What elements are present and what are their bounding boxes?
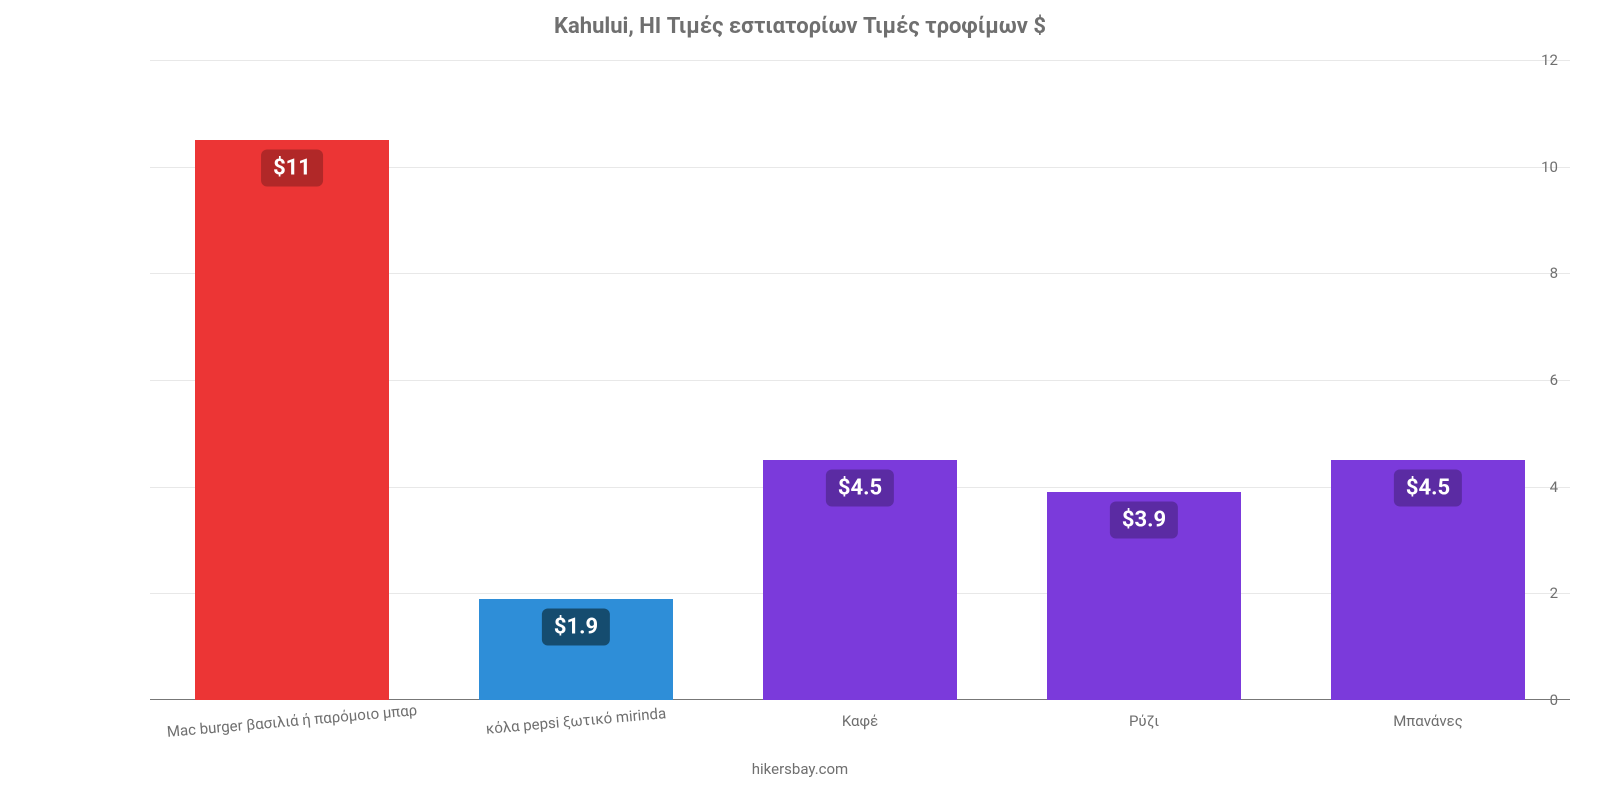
y-tick-label: 6 [1550, 371, 1558, 389]
x-tick-label: Mac burger βασιλιά ή παρόμοιο μπαρ [166, 701, 418, 741]
bar-value-label: $4.5 [1394, 470, 1462, 507]
bar-value-label: $4.5 [826, 470, 894, 507]
x-tick-label: Ρύζι [1129, 712, 1159, 730]
chart-bar [195, 140, 388, 700]
bar-value-label: $3.9 [1110, 502, 1178, 539]
chart-credit: hikersbay.com [0, 760, 1600, 778]
x-tick-label: Μπανάνες [1393, 712, 1463, 730]
chart-title: Kahului, HI Τιμές εστιατορίων Τιμές τροφ… [0, 14, 1600, 39]
y-tick-label: 12 [1541, 51, 1558, 69]
y-tick-label: 4 [1550, 478, 1558, 496]
chart-container: Kahului, HI Τιμές εστιατορίων Τιμές τροφ… [0, 0, 1600, 800]
bar-value-label: $11 [261, 150, 323, 187]
grid-line [150, 60, 1570, 61]
plot-area: 024681012$11Mac burger βασιλιά ή παρόμοι… [150, 60, 1570, 700]
x-tick-label: κόλα pepsi ξωτικό mirinda [485, 704, 667, 738]
y-tick-label: 0 [1550, 691, 1558, 709]
y-tick-label: 8 [1550, 264, 1558, 282]
bar-value-label: $1.9 [542, 608, 610, 645]
y-tick-label: 10 [1541, 158, 1558, 176]
x-tick-label: Καφέ [842, 712, 878, 730]
y-tick-label: 2 [1550, 584, 1558, 602]
